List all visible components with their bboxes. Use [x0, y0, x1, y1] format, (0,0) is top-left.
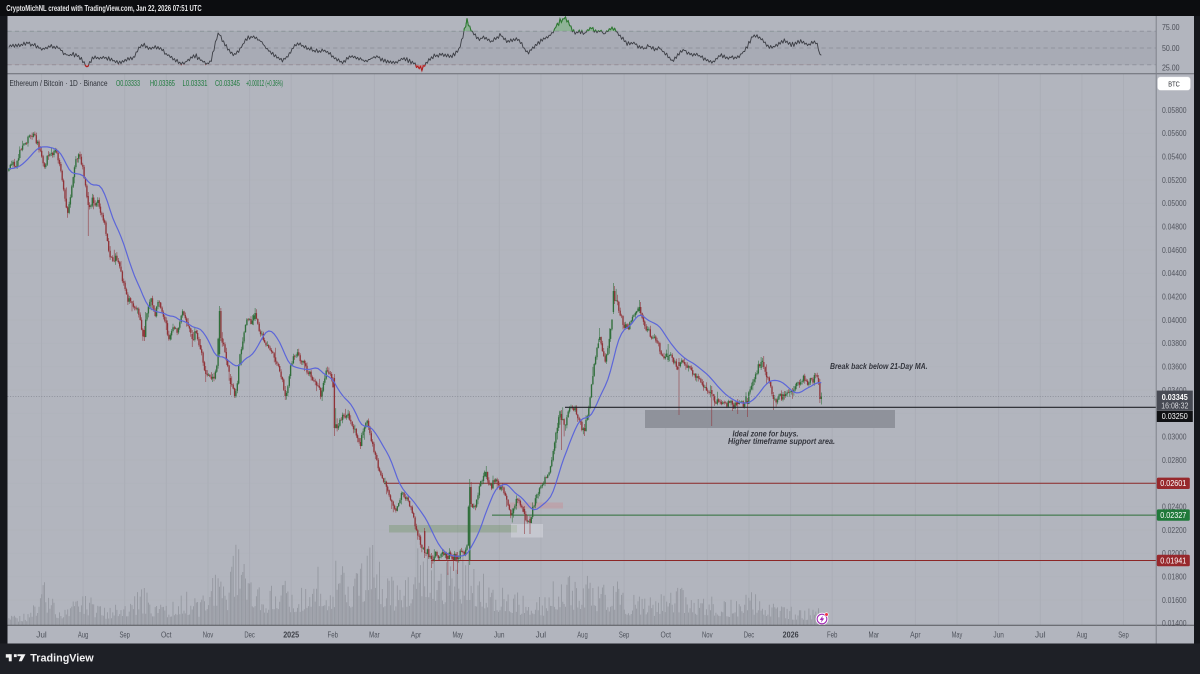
- svg-text:BTC: BTC: [1168, 79, 1180, 88]
- svg-text:0.05800: 0.05800: [1162, 105, 1187, 115]
- svg-text:0.01400: 0.01400: [1162, 618, 1187, 628]
- svg-text:Sep: Sep: [619, 629, 630, 639]
- svg-text:Sep: Sep: [1118, 629, 1129, 639]
- svg-text:Apr: Apr: [411, 629, 422, 639]
- svg-text:Jun: Jun: [993, 629, 1004, 639]
- svg-text:25.00: 25.00: [1162, 63, 1180, 72]
- svg-text:0.02601: 0.02601: [1160, 478, 1186, 488]
- svg-text:H0.03365: H0.03365: [150, 78, 175, 88]
- svg-text:0.02000: 0.02000: [1162, 548, 1187, 558]
- svg-text:Apr: Apr: [910, 629, 921, 639]
- svg-text:Aug: Aug: [78, 629, 89, 639]
- svg-text:Nov: Nov: [702, 629, 713, 639]
- svg-text:0.03345: 0.03345: [1162, 392, 1188, 402]
- svg-text:2025: 2025: [283, 629, 299, 639]
- svg-text:0.01800: 0.01800: [1162, 572, 1187, 582]
- svg-text:L0.03331: L0.03331: [183, 78, 208, 88]
- svg-text:0.02200: 0.02200: [1162, 525, 1187, 535]
- svg-text:50.00: 50.00: [1162, 44, 1180, 53]
- svg-text:Feb: Feb: [328, 629, 339, 639]
- svg-text:0.01600: 0.01600: [1162, 595, 1187, 605]
- svg-text:TradingView: TradingView: [30, 653, 94, 665]
- svg-text:Feb: Feb: [827, 629, 838, 639]
- svg-text:+0.00012 (+0.36%): +0.00012 (+0.36%): [246, 78, 283, 88]
- svg-text:Jul: Jul: [36, 629, 47, 639]
- svg-text:0.05200: 0.05200: [1162, 175, 1187, 185]
- svg-text:0.04400: 0.04400: [1162, 268, 1187, 278]
- svg-text:Mar: Mar: [369, 629, 380, 639]
- svg-text:16:08:32: 16:08:32: [1161, 402, 1188, 411]
- svg-text:Jun: Jun: [494, 629, 505, 639]
- svg-text:0.04200: 0.04200: [1162, 292, 1187, 302]
- svg-text:75.00: 75.00: [1162, 23, 1180, 32]
- svg-text:Sep: Sep: [119, 629, 130, 639]
- svg-text:0.04600: 0.04600: [1162, 245, 1187, 255]
- svg-text:Aug: Aug: [1077, 629, 1088, 639]
- svg-text:0.03400: 0.03400: [1162, 385, 1187, 395]
- svg-text:0.03250: 0.03250: [1162, 411, 1188, 421]
- svg-text:0.05600: 0.05600: [1162, 128, 1187, 138]
- svg-text:O0.03333: O0.03333: [116, 78, 140, 88]
- svg-text:0.04000: 0.04000: [1162, 315, 1187, 325]
- svg-text:Aug: Aug: [577, 629, 588, 639]
- svg-text:0.02400: 0.02400: [1162, 502, 1187, 512]
- svg-text:0.02327: 0.02327: [1160, 510, 1186, 520]
- svg-text:May: May: [452, 629, 463, 639]
- svg-text:0.03800: 0.03800: [1162, 338, 1187, 348]
- svg-text:Higher timeframe support area.: Higher timeframe support area.: [728, 437, 835, 446]
- svg-text:Jul: Jul: [536, 629, 547, 639]
- svg-text:0.04800: 0.04800: [1162, 222, 1187, 232]
- svg-text:Break back below 21-Day MA.: Break back below 21-Day MA.: [830, 361, 928, 371]
- svg-text:0.01941: 0.01941: [1160, 555, 1186, 565]
- svg-text:C0.03345: C0.03345: [215, 78, 240, 88]
- svg-text:Jul: Jul: [1035, 629, 1046, 639]
- svg-text:Dec: Dec: [744, 629, 755, 639]
- svg-text:0.03600: 0.03600: [1162, 362, 1187, 372]
- svg-text:Mar: Mar: [869, 629, 880, 639]
- svg-text:Nov: Nov: [203, 629, 214, 639]
- svg-text:0.05000: 0.05000: [1162, 198, 1187, 208]
- svg-text:2026: 2026: [783, 629, 799, 639]
- svg-text:Oct: Oct: [660, 629, 671, 639]
- svg-text:May: May: [952, 629, 963, 639]
- svg-text:Ethereum / Bitcoin · 1D · Bina: Ethereum / Bitcoin · 1D · Binance: [10, 78, 108, 88]
- svg-text:0.05400: 0.05400: [1162, 152, 1187, 162]
- svg-text:CryptoMichNL created with Trad: CryptoMichNL created with TradingView.co…: [6, 3, 202, 13]
- svg-text:Ideal zone for buys.: Ideal zone for buys.: [733, 430, 799, 439]
- svg-text:Oct: Oct: [161, 629, 172, 639]
- svg-text:0.02800: 0.02800: [1162, 455, 1187, 465]
- svg-text:Dec: Dec: [244, 629, 255, 639]
- svg-text:0.03000: 0.03000: [1162, 432, 1187, 442]
